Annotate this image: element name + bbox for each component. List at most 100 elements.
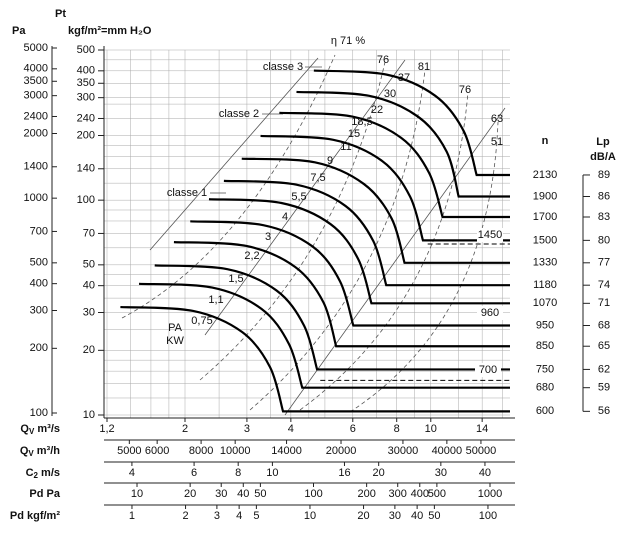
x-tick-label: 30 (435, 467, 447, 479)
power-label: 2,2 (244, 250, 259, 262)
speed-label: 2130 (533, 169, 557, 181)
y-tick-label: 40 (83, 280, 95, 292)
x-tick-label: 3 (244, 423, 250, 435)
decor (121, 54, 506, 416)
efficiency-label: 63 (491, 113, 503, 125)
x-tick-label: 14 (476, 423, 488, 435)
x-tick-label: 20000 (326, 445, 357, 457)
header: dB/A (590, 151, 616, 163)
x-tick-label: 6 (191, 467, 197, 479)
y-tick-label: 3000 (24, 90, 48, 102)
speed-label: 1180 (533, 279, 557, 291)
class-diagonal (149, 57, 319, 251)
speed-label: 1900 (533, 190, 557, 202)
y-tick-label: 700 (30, 225, 48, 237)
x-tick-label: 50 (254, 488, 266, 500)
y-tick-label: 10 (83, 409, 95, 421)
axis-title-part: C (26, 467, 34, 479)
power-axis-label: PA (168, 322, 183, 334)
y-tick-label: 200 (77, 129, 95, 141)
x-tick-label: 200 (357, 488, 375, 500)
x-tick-label: 10 (304, 510, 316, 522)
x-tick-label: 10 (131, 488, 143, 500)
x-tick-label: 16 (338, 467, 350, 479)
power-label: 30 (384, 88, 396, 100)
x-tick-label: 300 (389, 488, 407, 500)
class-label: classe 2 (219, 108, 259, 120)
x-tick-label: 50 (428, 510, 440, 522)
speed-label: 1330 (533, 257, 557, 269)
lp-label: 89 (598, 169, 610, 181)
axis-title: Pt (55, 8, 66, 20)
fan-curve (296, 90, 510, 198)
axis-title: Pd Pa (29, 488, 60, 500)
speed-label: 1070 (533, 297, 557, 309)
power-label: 3 (265, 231, 271, 243)
power-label: 4 (282, 211, 288, 223)
x-tick-label: 40 (237, 488, 249, 500)
axis-title: Pa (12, 25, 26, 37)
lp-label: 62 (598, 363, 610, 375)
axis-title-part: m³/s (34, 423, 60, 435)
axis-title-part: Pd kgf/m² (10, 510, 60, 522)
y-tick-label: 350 (77, 77, 95, 89)
power-label: 1,5 (228, 273, 243, 285)
fan-curve (190, 220, 510, 327)
lp-label: 86 (598, 190, 610, 202)
lp-label: 56 (598, 405, 610, 417)
lp-label: 77 (598, 257, 610, 269)
x-tick-label: 400 (411, 488, 429, 500)
y-tick-label: 1400 (24, 161, 48, 173)
dashed-speed-label: 700 (479, 364, 497, 376)
y-tick-label: 70 (83, 227, 95, 239)
y-tick-label: 500 (30, 257, 48, 269)
lp-label: 59 (598, 382, 610, 394)
speed-label: 600 (536, 405, 554, 417)
fan-curve (173, 240, 510, 348)
y-tick-label: 3500 (24, 75, 48, 87)
axis-title-part: m/s (38, 467, 60, 479)
y-tick-label: 4000 (24, 63, 48, 75)
y-tick-label: 140 (77, 163, 95, 175)
y-tick-label: 240 (77, 112, 95, 124)
axis-title: QV m³/h (20, 445, 60, 458)
fan-curve (138, 282, 510, 389)
x-tick-label: 20 (373, 467, 385, 479)
x-tick-label: 2 (182, 510, 188, 522)
power-axis-label: KW (166, 335, 184, 347)
x-tick-label: 1000 (478, 488, 502, 500)
y-tick-label: 20 (83, 344, 95, 356)
x-tick-label: 8000 (189, 445, 213, 457)
fan-curve (260, 134, 510, 242)
efficiency-curve (121, 54, 336, 319)
y-tick-label: 5000 (24, 42, 48, 54)
lp-label: 65 (598, 340, 610, 352)
axis-title-part: Pd Pa (29, 488, 60, 500)
power-label: 22 (371, 104, 383, 116)
x-tick-label: 1 (129, 510, 135, 522)
speed-label: 850 (536, 340, 554, 352)
x-tick-label: 5 (253, 510, 259, 522)
x-tick-label: 20 (184, 488, 196, 500)
efficiency-curve (249, 69, 426, 411)
x-tick-label: 40 (411, 510, 423, 522)
class-diagonal (284, 107, 506, 416)
power-label: 7,5 (310, 172, 325, 184)
power-label: 5,5 (291, 191, 306, 203)
efficiency-label: 51 (491, 136, 503, 148)
efficiency-label: η 71 % (331, 35, 365, 47)
efficiency-curve (349, 121, 499, 413)
label-bg (475, 363, 501, 377)
x-tick-label: 8 (235, 467, 241, 479)
efficiency-label: 76 (377, 54, 389, 66)
fan-curve (154, 264, 510, 371)
y-tick-label: 2000 (24, 127, 48, 139)
x-tick-label: 8 (394, 423, 400, 435)
class-label: classe 1 (167, 187, 207, 199)
speed-label: 750 (536, 363, 554, 375)
y-tick-label: 1000 (24, 192, 48, 204)
x-tick-label: 500 (428, 488, 446, 500)
x-tick-label: 20 (357, 510, 369, 522)
dashed-speed-label: 1450 (478, 229, 502, 241)
header: Lp (596, 136, 610, 148)
